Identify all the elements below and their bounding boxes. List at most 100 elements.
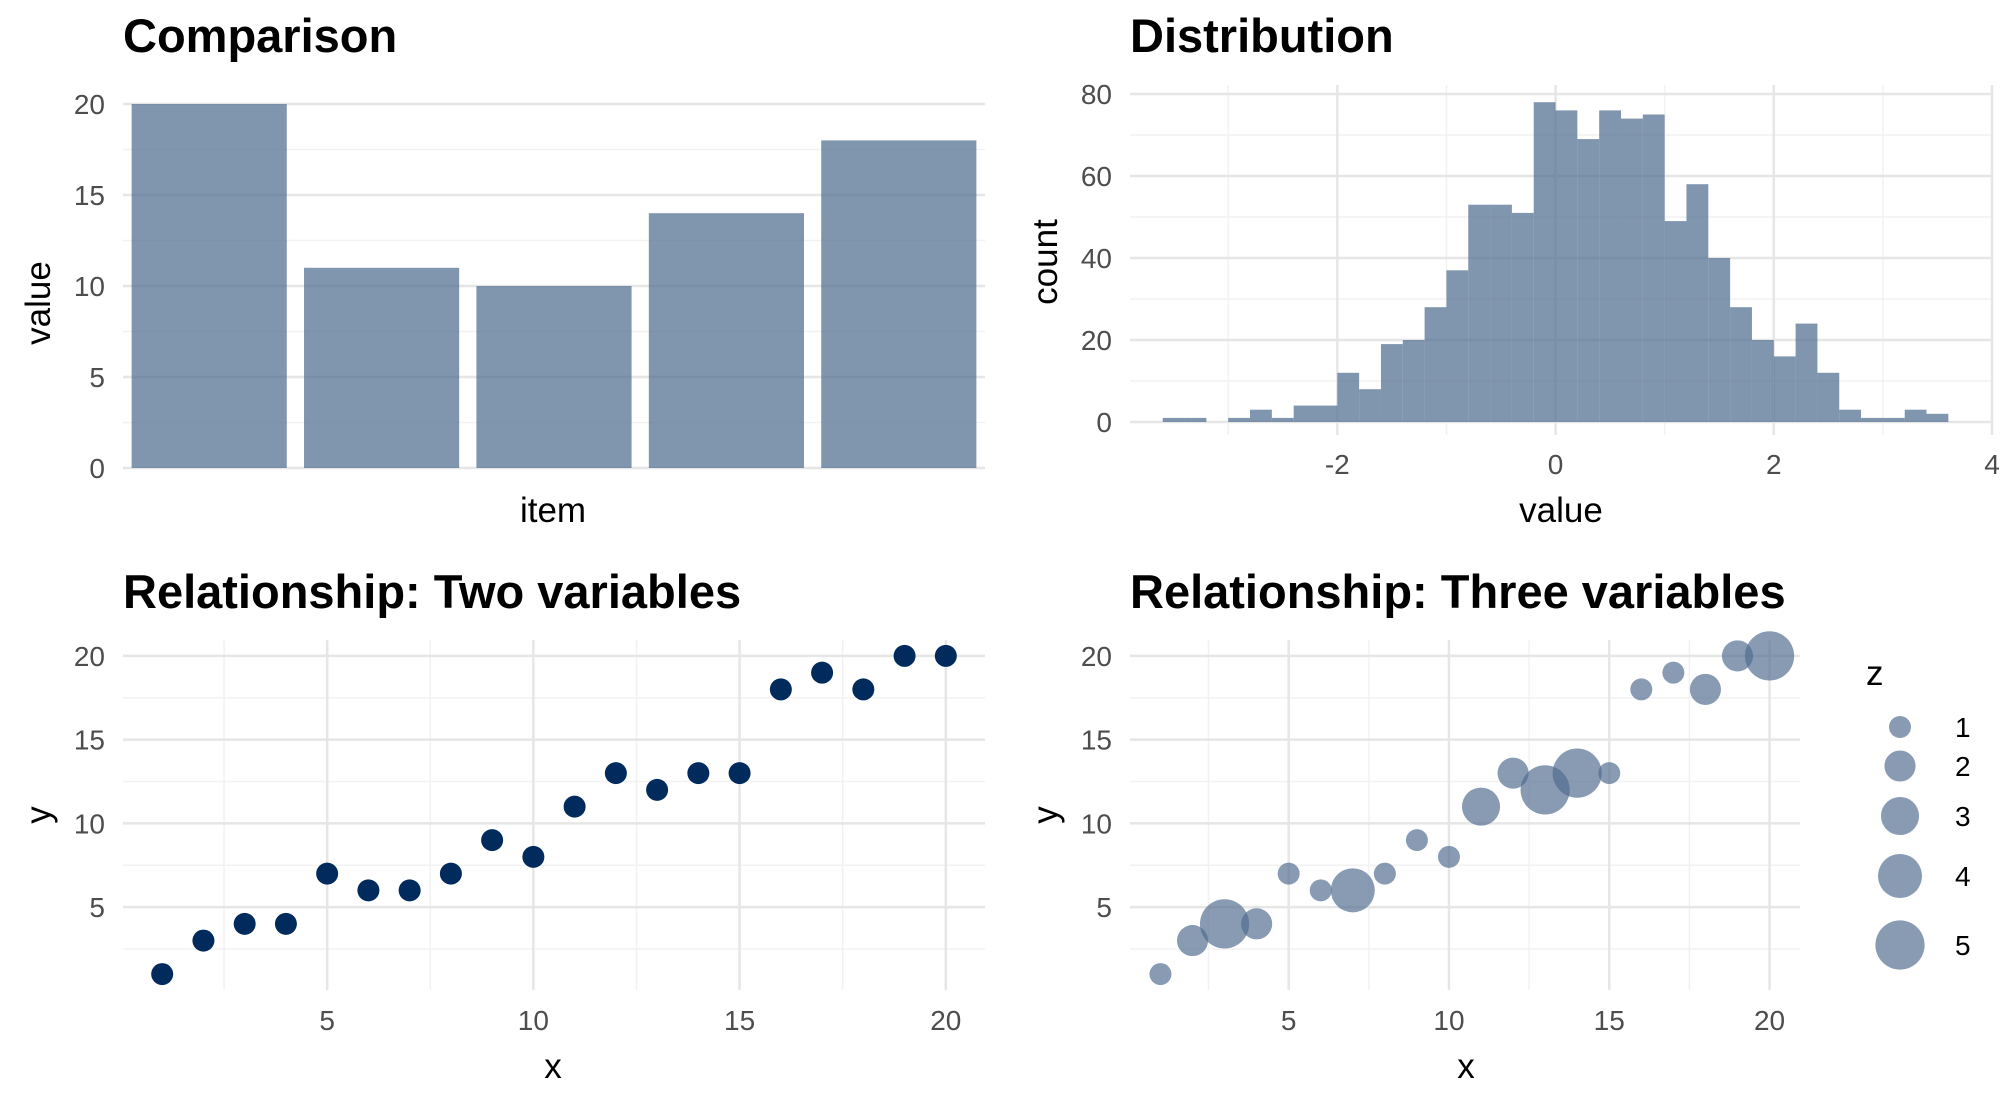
y-tick-label: 20	[1081, 325, 1112, 356]
data-point	[563, 795, 586, 818]
y-tick-label: 20	[74, 641, 105, 672]
legend-key	[1880, 796, 1920, 836]
bubbles	[1149, 631, 1795, 986]
y-tick-labels: 0 5 10 15 20	[74, 89, 105, 484]
data-point	[893, 644, 916, 667]
histogram-bar	[1773, 356, 1796, 422]
y-tick-labels: 5 10 15 20	[74, 641, 105, 923]
y-tick-label: 20	[74, 89, 105, 120]
legend-label: 5	[1955, 930, 1971, 961]
x-tick-labels: -2 0 2 4	[1325, 449, 2000, 480]
data-point	[151, 963, 174, 986]
size-legend: z 1 2 3 4 5	[1866, 654, 1971, 970]
x-tick-label: 5	[1281, 1005, 1297, 1036]
data-point	[811, 661, 834, 684]
y-tick-label: 10	[74, 271, 105, 302]
gridlines	[123, 640, 985, 990]
x-tick-label: 15	[1594, 1005, 1625, 1036]
legend-title: z	[1866, 654, 1884, 693]
bubble	[1309, 879, 1332, 902]
data-point	[439, 862, 462, 885]
legend-key	[1878, 854, 1922, 898]
histogram-bar	[1468, 204, 1491, 422]
histogram-bar	[1293, 405, 1316, 422]
y-tick-label: 10	[74, 808, 105, 839]
histogram-bar	[1904, 409, 1927, 422]
bubble	[1461, 787, 1501, 826]
y-tick-label: 15	[74, 725, 105, 756]
x-tick-label: 15	[724, 1005, 755, 1036]
y-tick-label: 5	[89, 892, 105, 923]
data-point	[233, 912, 256, 935]
bubble	[1176, 925, 1209, 957]
x-tick-label: 20	[930, 1005, 961, 1036]
y-axis-label: y	[1026, 806, 1065, 824]
legend-label: 4	[1955, 861, 1971, 892]
histogram-bar	[1337, 372, 1360, 422]
data-point	[398, 879, 421, 902]
bubble	[1497, 757, 1529, 789]
data-point	[316, 862, 339, 885]
x-tick-label: 5	[319, 1005, 335, 1036]
x-axis-label: x	[544, 1047, 562, 1086]
data-point	[728, 762, 751, 785]
x-tick-label: 4	[1984, 449, 2000, 480]
panel-distribution: Distribution -2 0 2 4 0 20 40 60 80 value count	[1026, 9, 2000, 530]
data-point	[604, 762, 627, 785]
y-tick-label: 60	[1081, 161, 1112, 192]
y-tick-labels: 5 10 15 20	[1081, 641, 1112, 923]
x-axis-label: x	[1457, 1047, 1475, 1086]
y-tick-label: 10	[1081, 808, 1112, 839]
histogram-bar	[1795, 323, 1818, 422]
data-point	[522, 845, 545, 868]
bubble	[1199, 899, 1250, 949]
panel-three-variables: Relationship: Three variables 5 10 15 20 51…	[1026, 565, 1971, 1086]
histogram-bar	[1817, 372, 1840, 422]
y-axis-label: y	[19, 806, 58, 824]
points	[151, 644, 957, 986]
bubble	[1405, 829, 1428, 852]
data-point	[934, 644, 957, 667]
histogram-bar	[1184, 417, 1207, 422]
legend-label: 1	[1955, 712, 1971, 743]
x-tick-labels: 5 10 15 20	[319, 1005, 961, 1036]
y-tick-label: 15	[74, 180, 105, 211]
bubble	[1744, 631, 1795, 681]
data-point	[852, 678, 875, 701]
panel-comparison: Comparison 0 5 10 15 20 item value	[19, 9, 985, 530]
bubble	[1241, 908, 1273, 940]
histogram-bar	[1599, 110, 1622, 423]
histogram-bar	[1621, 118, 1643, 422]
histogram-bar	[1642, 114, 1665, 422]
x-tick-label: 20	[1754, 1005, 1785, 1036]
histogram-bar	[1664, 221, 1687, 422]
histogram-bar	[1250, 409, 1272, 422]
histogram-bar	[1555, 110, 1578, 423]
y-tick-label: 40	[1081, 243, 1112, 274]
histogram-bar	[1730, 307, 1752, 422]
bar	[821, 140, 977, 468]
histogram-bar	[1228, 417, 1251, 422]
y-tick-labels: 0 20 40 60 80	[1081, 79, 1112, 438]
x-tick-label: 0	[1548, 449, 1564, 480]
x-axis-label: item	[520, 491, 586, 530]
legend-key	[1889, 716, 1911, 738]
histogram-bar	[1402, 340, 1425, 422]
bubble	[1721, 640, 1754, 672]
data-point	[646, 778, 669, 801]
legend-key	[1884, 750, 1916, 782]
x-axis-label: value	[1519, 491, 1603, 530]
bubble	[1598, 762, 1621, 785]
bubble	[1330, 868, 1375, 913]
panel-title: Comparison	[123, 9, 397, 62]
data-point	[687, 762, 710, 785]
gridlines	[1130, 640, 1800, 990]
y-tick-label: 0	[89, 453, 105, 484]
y-tick-label: 20	[1081, 641, 1112, 672]
x-tick-labels: 5 10 15 20	[1281, 1005, 1785, 1036]
histogram-bar	[1490, 204, 1512, 422]
bubble	[1552, 748, 1602, 798]
data-point	[357, 879, 380, 902]
data-point	[769, 678, 792, 701]
